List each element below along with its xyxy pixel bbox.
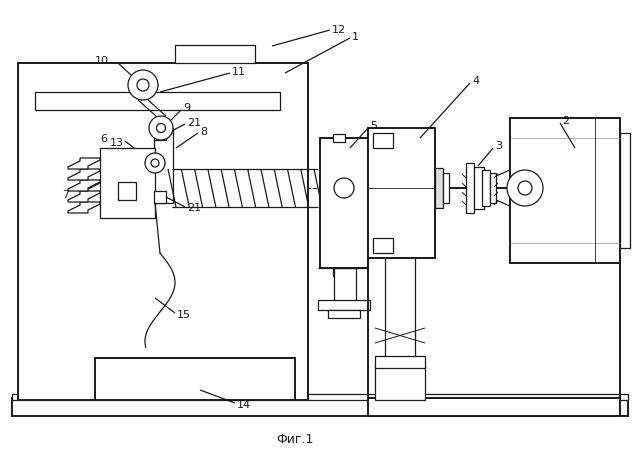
Bar — [373, 238, 393, 253]
Bar — [328, 310, 360, 318]
Circle shape — [137, 79, 149, 91]
Polygon shape — [68, 158, 100, 169]
Bar — [474, 167, 484, 209]
Bar — [375, 365, 425, 400]
Bar — [368, 128, 435, 258]
Circle shape — [157, 124, 166, 132]
Bar — [373, 133, 393, 148]
Bar — [35, 92, 280, 110]
Bar — [18, 63, 308, 400]
Text: 13: 13 — [110, 138, 124, 148]
Bar — [154, 128, 166, 140]
Bar — [490, 173, 496, 203]
Polygon shape — [68, 191, 100, 202]
Circle shape — [149, 116, 173, 140]
Bar — [510, 118, 620, 263]
Text: 21: 21 — [187, 118, 201, 128]
Text: 3: 3 — [495, 141, 502, 151]
Bar — [318, 300, 370, 310]
Circle shape — [507, 170, 543, 206]
Polygon shape — [68, 169, 100, 180]
Polygon shape — [68, 202, 100, 213]
Text: 10: 10 — [95, 56, 109, 66]
Bar — [333, 134, 345, 142]
Bar — [443, 173, 449, 203]
Text: 7: 7 — [62, 190, 69, 200]
Text: 14: 14 — [237, 400, 251, 410]
Bar — [320, 138, 368, 268]
Text: 11: 11 — [232, 67, 246, 77]
Text: 1: 1 — [352, 32, 359, 42]
Bar — [620, 133, 630, 248]
Bar — [482, 170, 490, 206]
Bar — [375, 356, 425, 368]
Text: 21: 21 — [187, 203, 201, 213]
Bar — [95, 358, 295, 400]
Bar — [175, 45, 255, 63]
Circle shape — [151, 159, 159, 167]
Bar — [12, 398, 628, 416]
Bar — [466, 163, 474, 213]
Text: 8: 8 — [200, 127, 207, 137]
Text: 6: 6 — [100, 134, 107, 144]
Circle shape — [128, 70, 158, 100]
Text: 2: 2 — [562, 116, 569, 126]
Bar — [154, 128, 173, 203]
Text: Фиг.1: Фиг.1 — [276, 433, 314, 446]
Text: 9: 9 — [183, 103, 190, 113]
Circle shape — [145, 153, 165, 173]
Bar — [368, 398, 620, 416]
Circle shape — [518, 181, 532, 195]
Bar — [435, 168, 443, 208]
Circle shape — [334, 178, 354, 198]
Bar — [334, 268, 356, 303]
Bar — [12, 394, 628, 400]
Bar — [154, 191, 166, 203]
Polygon shape — [68, 180, 100, 191]
Bar — [333, 268, 345, 276]
Text: 5: 5 — [370, 121, 377, 131]
Text: 12: 12 — [332, 25, 346, 35]
Bar — [118, 182, 136, 200]
Bar — [100, 148, 155, 218]
Text: 4: 4 — [472, 76, 479, 86]
Text: 15: 15 — [177, 310, 191, 320]
